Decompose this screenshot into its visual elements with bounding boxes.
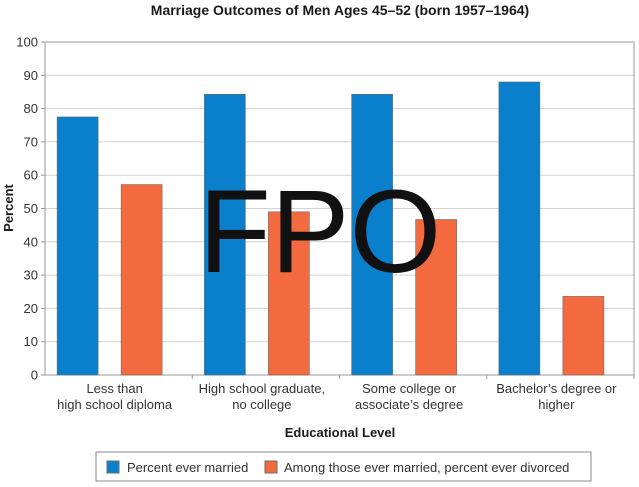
legend-swatch-divorced — [264, 460, 278, 474]
legend-swatch-married — [106, 460, 120, 474]
y-tick-label: 60 — [24, 168, 38, 183]
category-label: no college — [232, 397, 291, 412]
y-tick-label: 70 — [24, 134, 38, 149]
y-tick-label: 100 — [16, 35, 38, 50]
y-tick-label: 0 — [31, 368, 38, 383]
legend: Percent ever married Among those ever ma… — [95, 451, 592, 482]
bar-divorced-1 — [268, 211, 310, 376]
legend-label-married: Percent ever married — [127, 460, 248, 475]
y-tick-label: 40 — [24, 234, 38, 249]
y-tick-label: 30 — [24, 268, 38, 283]
y-tick-label: 80 — [24, 101, 38, 116]
y-tick-label: 50 — [24, 201, 38, 216]
bar-married-3 — [498, 81, 541, 376]
legend-label-divorced: Among those ever married, percent ever d… — [284, 460, 569, 475]
bar-divorced-3 — [562, 296, 605, 376]
category-label: high school diploma — [57, 397, 173, 412]
y-axis-label: Percent — [1, 183, 16, 231]
category-label: High school graduate, — [199, 381, 325, 396]
y-tick-label: 20 — [24, 301, 38, 316]
bar-married-0 — [56, 116, 99, 376]
category-label: Less than — [86, 381, 142, 396]
x-axis-label: Educational Level — [285, 425, 396, 440]
y-axis-ticks: 0 10 20 30 40 50 60 70 80 90 100 — [16, 35, 45, 383]
bar-married-1 — [204, 93, 246, 376]
category-label: associate’s degree — [355, 397, 463, 412]
bar-married-2 — [351, 93, 393, 376]
bar-divorced-0 — [120, 184, 163, 376]
bars — [56, 81, 605, 376]
fpo-watermark: FPO — [199, 166, 442, 298]
category-label: higher — [538, 397, 575, 412]
y-tick-label: 10 — [24, 334, 38, 349]
y-tick-label: 90 — [24, 68, 38, 83]
category-label: Some college or — [362, 381, 457, 396]
bar-divorced-2 — [415, 219, 457, 376]
legend-box — [95, 451, 592, 482]
category-label: Bachelor’s degree or — [496, 381, 617, 396]
chart-title: Marriage Outcomes of Men Ages 45–52 (bor… — [151, 2, 529, 18]
